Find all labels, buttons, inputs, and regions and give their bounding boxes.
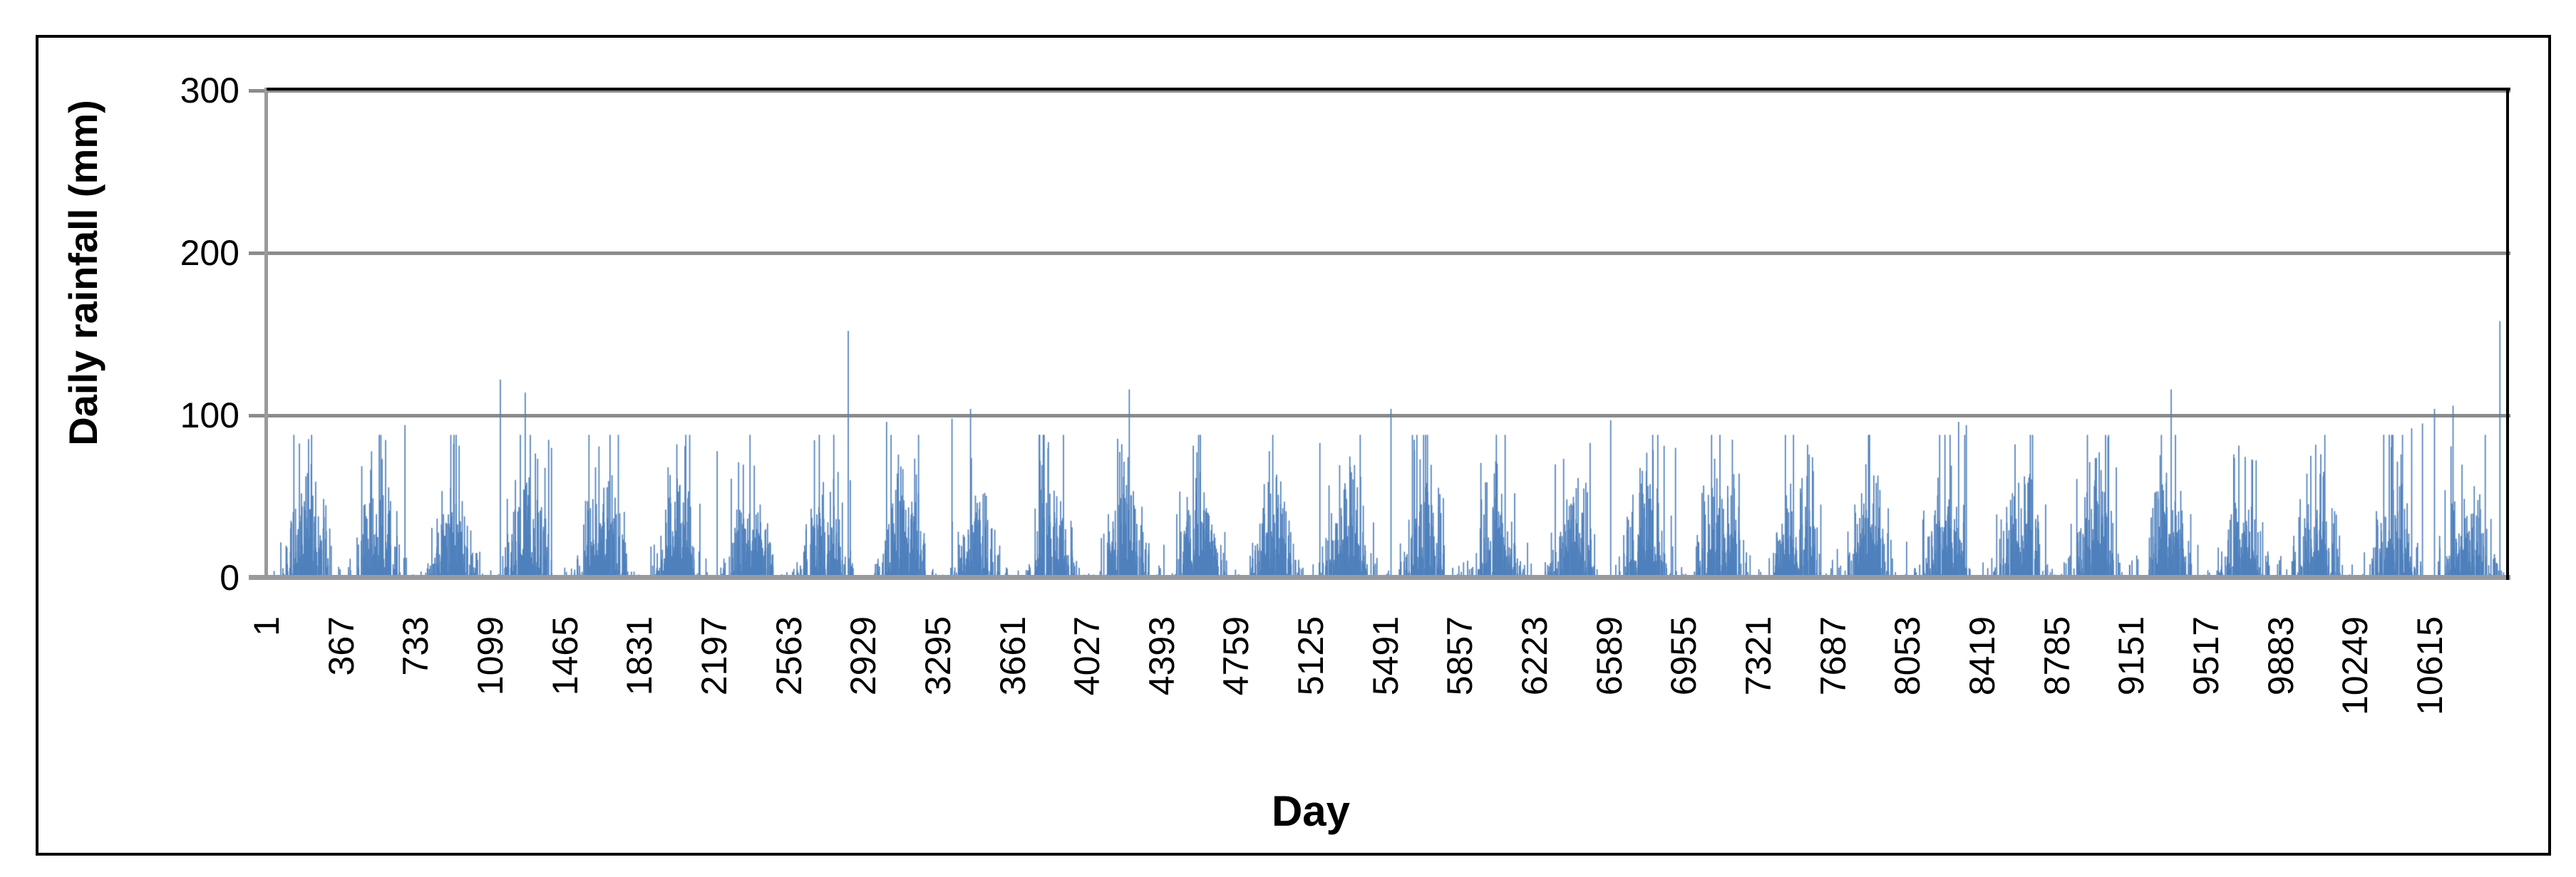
x-tick-label: 7687 xyxy=(1813,616,1853,696)
x-tick-label: 5125 xyxy=(1291,616,1331,696)
x-tick-label: 9151 xyxy=(2111,616,2151,696)
x-tick-label: 2197 xyxy=(694,616,734,696)
x-tick-label: 4027 xyxy=(1067,616,1107,696)
y-axis-title: Daily rainfall (mm) xyxy=(61,100,105,446)
x-tick-label: 6955 xyxy=(1664,616,1704,696)
chart-frame: 0 100 200 300 1 367 733 1099 1465 1831 2197 2563 29… xyxy=(36,35,2551,856)
x-tick-label: 6223 xyxy=(1515,616,1555,696)
x-tick-label: 8419 xyxy=(1962,616,2002,696)
x-tick-label: 367 xyxy=(321,616,361,676)
x-tick-label: 9883 xyxy=(2261,616,2301,696)
y-tick-label: 100 xyxy=(180,395,239,435)
x-tick-label: 4759 xyxy=(1216,616,1256,696)
y-tick-label: 0 xyxy=(220,558,239,598)
x-tick-label: 5857 xyxy=(1440,616,1480,696)
x-tick-label: 8785 xyxy=(2037,616,2077,696)
x-tick-label: 10249 xyxy=(2335,616,2375,716)
y-axis-line xyxy=(264,88,268,580)
x-tick-label: 1099 xyxy=(470,616,510,696)
x-tick-label: 1 xyxy=(247,616,287,636)
rainfall-bars-canvas xyxy=(267,90,2508,578)
x-tick-label: 4393 xyxy=(1142,616,1182,696)
x-tick-label: 10615 xyxy=(2410,616,2450,716)
x-tick-label: 3295 xyxy=(918,616,958,696)
x-axis-line xyxy=(249,575,2510,580)
x-tick-label: 5491 xyxy=(1366,616,1406,696)
x-tick-label: 2563 xyxy=(769,616,809,696)
x-tick-label: 8053 xyxy=(1887,616,1927,696)
y-tick-label: 300 xyxy=(180,71,239,110)
plot-border-top xyxy=(267,88,2510,90)
x-tick-label: 9517 xyxy=(2186,616,2226,696)
x-tick-label: 733 xyxy=(396,616,436,676)
x-tick-label: 1465 xyxy=(545,616,585,696)
y-tick-label: 200 xyxy=(180,233,239,273)
x-tick-label: 3661 xyxy=(993,616,1033,696)
x-tick-label: 2929 xyxy=(843,616,883,696)
plot-border-right xyxy=(2506,88,2509,580)
x-axis-title: Day xyxy=(1271,787,1351,835)
x-tick-label: 6589 xyxy=(1590,616,1629,696)
x-tick-label: 1831 xyxy=(619,616,659,696)
x-tick-label: 7321 xyxy=(1738,616,1778,696)
